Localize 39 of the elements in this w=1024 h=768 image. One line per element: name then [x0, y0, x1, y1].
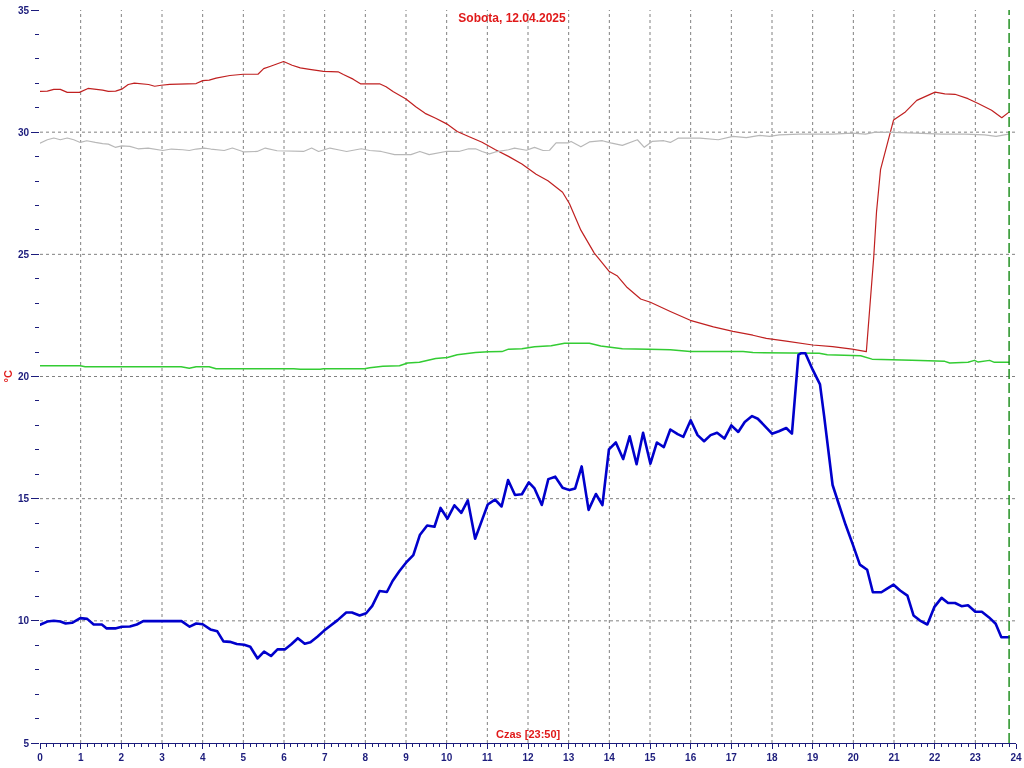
x-tick-label: 20 — [847, 752, 860, 763]
x-tick-label: 15 — [644, 752, 656, 763]
x-tick-label: 18 — [766, 752, 778, 763]
x-tick-label: 24 — [1010, 752, 1022, 763]
x-tick-label: 17 — [725, 752, 738, 763]
x-tick-label: 8 — [362, 752, 369, 763]
line-series — [40, 342, 1010, 370]
x-tick-label: 22 — [929, 752, 941, 763]
y-tick-label: 25 — [17, 248, 30, 260]
x-tick-label: 6 — [281, 752, 288, 763]
x-tick-label: 5 — [240, 752, 247, 763]
y-axis-title: °C — [1, 370, 14, 383]
y-tick-label: 10 — [17, 615, 30, 627]
x-tick-label: 10 — [441, 752, 453, 763]
x-tick-label: 7 — [321, 752, 328, 763]
line-series — [40, 131, 1010, 156]
x-tick-label: 11 — [482, 752, 494, 763]
y-tick-label: 5 — [23, 737, 30, 749]
x-tick-label: 12 — [522, 752, 534, 763]
y-tick-label: 15 — [17, 493, 30, 505]
x-tick-label: 0 — [37, 752, 44, 763]
x-tick-label: 21 — [888, 752, 900, 763]
x-tick-label: 2 — [118, 752, 125, 763]
chart-title: Sobota, 12.04.2025 — [458, 11, 567, 26]
x-tick-label: 1 — [77, 752, 84, 763]
x-tick-label: 14 — [603, 752, 616, 763]
x-tick-label: 16 — [685, 752, 697, 763]
line-series — [40, 351, 1010, 660]
x-axis-title: Czas [23:50] — [496, 728, 561, 740]
x-tick-label: 3 — [159, 752, 166, 763]
x-tick-label: 23 — [969, 752, 982, 763]
x-tick-label: 9 — [403, 752, 410, 763]
x-tick-label: 4 — [199, 752, 206, 763]
x-tick-label: 13 — [563, 752, 575, 763]
y-tick-label: 35 — [17, 4, 30, 16]
line-series — [40, 60, 1010, 353]
y-tick-label: 20 — [17, 371, 30, 382]
y-tick-label: 30 — [17, 126, 30, 138]
x-tick-label: 19 — [807, 752, 819, 763]
